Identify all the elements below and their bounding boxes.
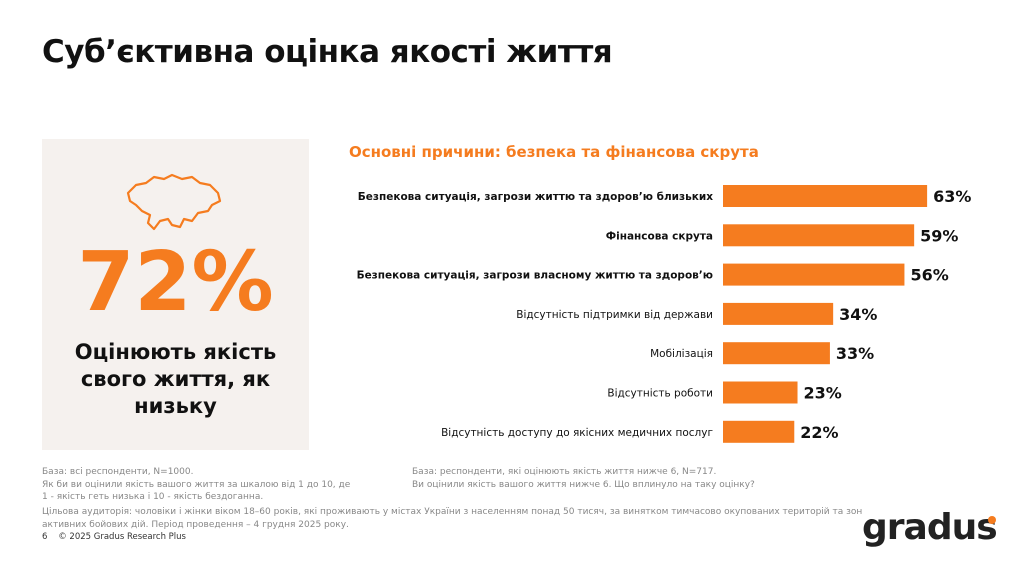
base-note-left: База: всі респонденти, N=1000. Як би ви … (42, 466, 350, 504)
category-label: Мобілізація (650, 348, 713, 360)
bar (723, 381, 798, 404)
bar (723, 263, 905, 286)
copyright: © 2025 Gradus Research Plus (58, 532, 186, 542)
bar (723, 185, 928, 207)
kpi-panel: 72% Оцінюють якість свого життя, як низь… (42, 139, 309, 450)
data-label: 56% (910, 266, 948, 285)
data-label: 63% (933, 187, 971, 206)
note-line: База: респонденти, які оцінюють якість ж… (412, 467, 717, 477)
bar (723, 420, 795, 443)
page-number: 6 (42, 532, 48, 542)
note-line: активних бойових дій. Період проведення … (42, 519, 349, 530)
base-note-right: База: респонденти, які оцінюють якість ж… (412, 466, 755, 491)
audience-note: Цільова аудиторія: чоловіки і жінки віко… (42, 506, 862, 531)
category-label: Відсутність роботи (607, 388, 713, 400)
data-label: 33% (836, 344, 874, 363)
note-line: Ви оцінили якість вашого життя нижче 6. … (412, 479, 755, 490)
note-line: Цільова аудиторія: чоловіки і жінки віко… (42, 507, 863, 517)
bar (723, 302, 834, 325)
category-label: Відсутність підтримки від держави (516, 309, 713, 321)
page-title: Суб’єктивна оцінка якості життя (42, 34, 613, 70)
data-label: 59% (920, 226, 958, 245)
bar (723, 342, 830, 365)
data-label: 34% (839, 305, 877, 324)
footer: 6 © 2025 Gradus Research Plus (42, 532, 186, 542)
gradus-logo: gradus (862, 507, 998, 548)
data-label: 23% (804, 384, 842, 403)
note-line: 1 - якість геть низька і 10 - якість без… (42, 492, 264, 502)
category-label: Безпекова ситуація, загрози власному жит… (357, 270, 713, 282)
ukraine-map-outline-icon (126, 173, 222, 231)
bar (723, 224, 915, 247)
note-line: База: всі респонденти, N=1000. (42, 467, 194, 477)
logo-dot (988, 516, 996, 524)
category-label: Фінансова скрута (606, 230, 713, 242)
kpi-label: Оцінюють якість свого життя, як низьку (74, 340, 277, 418)
category-label: Безпекова ситуація, загрози життю та здо… (358, 191, 713, 203)
category-label: Відсутність доступу до якісних медичних … (441, 427, 713, 439)
chart-title: Основні причини: безпека та фінансова ск… (349, 143, 759, 161)
data-label: 22% (800, 423, 838, 442)
note-line: Як би ви оцінили якість вашого життя за … (42, 479, 351, 490)
kpi-value: 72% (77, 235, 274, 330)
